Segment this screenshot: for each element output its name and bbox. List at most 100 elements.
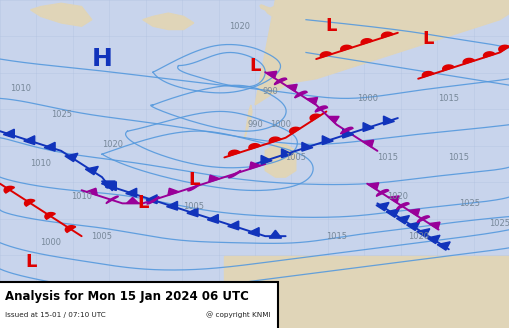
Polygon shape xyxy=(375,202,388,211)
Polygon shape xyxy=(362,123,373,132)
Polygon shape xyxy=(301,142,312,151)
Polygon shape xyxy=(362,140,373,147)
Polygon shape xyxy=(248,144,260,149)
Text: L: L xyxy=(422,31,433,48)
Text: Issued at 15-01 / 07:10 UTC: Issued at 15-01 / 07:10 UTC xyxy=(5,312,106,318)
Polygon shape xyxy=(360,39,372,44)
Polygon shape xyxy=(367,183,378,190)
Polygon shape xyxy=(85,166,98,175)
Polygon shape xyxy=(44,142,55,151)
Text: 990: 990 xyxy=(262,87,277,96)
Polygon shape xyxy=(294,91,306,98)
Polygon shape xyxy=(187,208,197,217)
Polygon shape xyxy=(306,97,317,104)
Polygon shape xyxy=(260,5,282,16)
Polygon shape xyxy=(309,114,320,121)
Text: 1000: 1000 xyxy=(356,94,377,103)
Polygon shape xyxy=(248,228,259,236)
Text: 1015: 1015 xyxy=(325,232,347,241)
Polygon shape xyxy=(421,72,433,77)
Polygon shape xyxy=(395,215,409,224)
Polygon shape xyxy=(376,190,388,196)
Polygon shape xyxy=(274,78,286,85)
Polygon shape xyxy=(322,136,332,145)
Polygon shape xyxy=(289,127,299,134)
Text: 1015: 1015 xyxy=(376,153,398,162)
Polygon shape xyxy=(396,203,408,209)
Polygon shape xyxy=(106,196,118,204)
Polygon shape xyxy=(166,201,177,210)
Polygon shape xyxy=(416,216,429,222)
Polygon shape xyxy=(224,256,509,328)
Polygon shape xyxy=(228,221,238,230)
Polygon shape xyxy=(342,129,353,138)
Text: 1005: 1005 xyxy=(285,153,306,162)
Text: @ copyright KNMI: @ copyright KNMI xyxy=(205,312,270,318)
Polygon shape xyxy=(261,155,271,164)
Text: 1010: 1010 xyxy=(71,192,92,201)
Polygon shape xyxy=(406,222,419,231)
Text: 1005: 1005 xyxy=(183,202,204,211)
Text: 1015: 1015 xyxy=(447,153,469,162)
Polygon shape xyxy=(24,199,35,206)
Polygon shape xyxy=(269,137,280,143)
Polygon shape xyxy=(426,235,439,244)
Polygon shape xyxy=(340,127,352,134)
Polygon shape xyxy=(408,209,419,216)
Polygon shape xyxy=(207,215,218,223)
Polygon shape xyxy=(31,3,92,26)
Polygon shape xyxy=(385,209,399,217)
Polygon shape xyxy=(436,242,449,250)
Text: 1020: 1020 xyxy=(101,140,123,149)
Polygon shape xyxy=(105,182,116,191)
Polygon shape xyxy=(286,84,297,91)
Polygon shape xyxy=(4,186,14,193)
Polygon shape xyxy=(146,195,157,204)
Polygon shape xyxy=(416,229,429,237)
Polygon shape xyxy=(244,105,251,138)
Polygon shape xyxy=(462,58,474,64)
Polygon shape xyxy=(65,153,78,162)
Polygon shape xyxy=(340,45,352,51)
Polygon shape xyxy=(265,144,295,177)
Text: 1020: 1020 xyxy=(407,232,428,241)
Text: 1000: 1000 xyxy=(269,120,291,129)
Polygon shape xyxy=(228,170,240,178)
Text: L: L xyxy=(25,254,36,271)
Text: L: L xyxy=(249,57,260,74)
Polygon shape xyxy=(320,52,331,57)
Text: 1010: 1010 xyxy=(30,159,51,169)
Polygon shape xyxy=(388,196,399,203)
Text: H: H xyxy=(92,47,112,71)
Polygon shape xyxy=(429,222,439,229)
Polygon shape xyxy=(483,52,494,57)
Text: 1005: 1005 xyxy=(91,232,112,241)
Polygon shape xyxy=(4,129,14,138)
Polygon shape xyxy=(381,32,392,38)
Polygon shape xyxy=(86,188,97,195)
Text: 1000: 1000 xyxy=(40,238,62,247)
Text: 1025: 1025 xyxy=(488,218,509,228)
Polygon shape xyxy=(327,116,338,123)
Polygon shape xyxy=(254,0,509,105)
Polygon shape xyxy=(383,116,393,125)
Polygon shape xyxy=(208,175,219,182)
Text: L: L xyxy=(188,172,199,189)
Text: L: L xyxy=(325,17,336,35)
Text: 990: 990 xyxy=(247,120,262,129)
Polygon shape xyxy=(187,183,200,191)
Text: 1015: 1015 xyxy=(437,94,459,103)
Polygon shape xyxy=(249,162,260,169)
Text: 1025: 1025 xyxy=(458,199,479,208)
Polygon shape xyxy=(167,188,179,195)
Polygon shape xyxy=(269,230,281,238)
Text: 1025: 1025 xyxy=(50,110,72,119)
Polygon shape xyxy=(24,136,35,145)
Polygon shape xyxy=(315,106,327,112)
Polygon shape xyxy=(266,71,276,78)
Text: 1020: 1020 xyxy=(386,192,408,201)
Text: 1020: 1020 xyxy=(229,22,250,31)
Polygon shape xyxy=(101,181,115,188)
FancyBboxPatch shape xyxy=(0,282,277,328)
Polygon shape xyxy=(143,13,193,30)
